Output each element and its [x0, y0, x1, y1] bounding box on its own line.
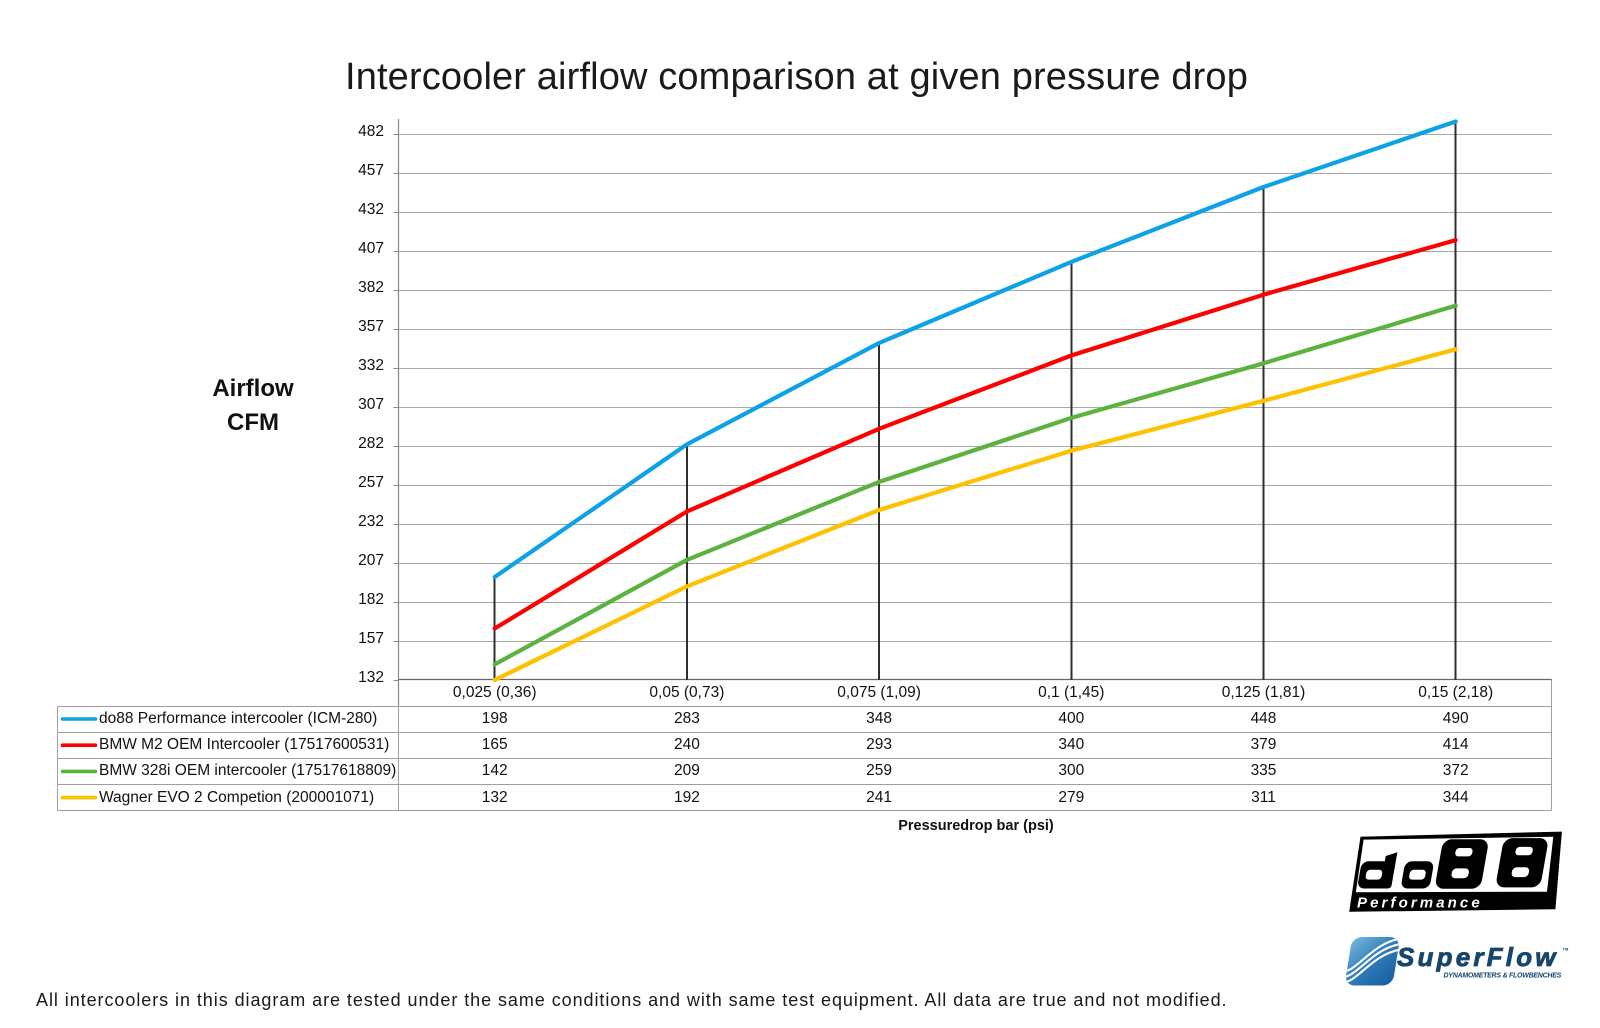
svg-text:Performance: Performance: [1357, 895, 1483, 912]
svg-text:SuperFlow: SuperFlow: [1397, 942, 1559, 972]
svg-text:DYNAMOMETERS & FLOWBENCHES: DYNAMOMETERS & FLOWBENCHES: [1444, 973, 1562, 980]
svg-text:TM: TM: [1563, 947, 1569, 952]
